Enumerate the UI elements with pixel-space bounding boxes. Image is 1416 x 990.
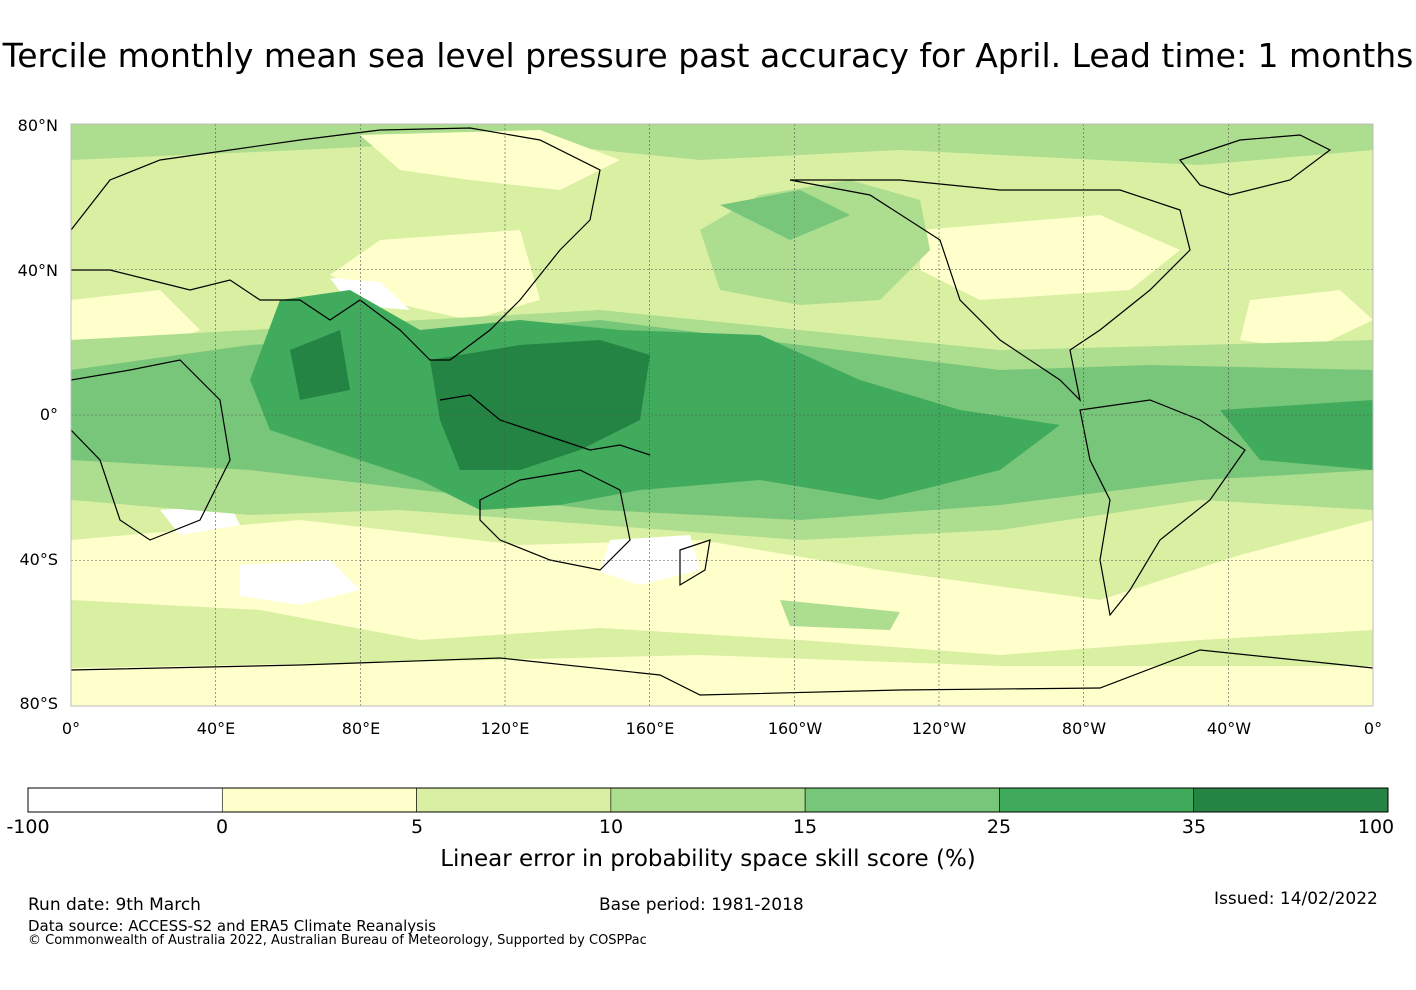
south-america-coast [1079, 399, 1246, 617]
lon-label-120e: 120°E [480, 719, 530, 738]
eurasia-coast [71, 127, 601, 361]
lat-label-80s: 80°S [19, 694, 58, 713]
field-negative-patch-2 [600, 535, 700, 585]
field-atlantic-35 [1220, 400, 1373, 470]
lon-label-0: 0° [61, 719, 81, 738]
field-south-pacific-band [780, 600, 900, 630]
new-zealand-coast [679, 539, 711, 587]
lon-label-40e: 40°E [196, 719, 236, 738]
lon-label-40w: 40°W [1206, 719, 1252, 738]
field-antarctic [71, 655, 1373, 706]
lon-label-120w: 120°W [911, 719, 967, 738]
colorbar [27, 787, 1389, 813]
colorbar-tick: 35 [1181, 816, 1207, 838]
colorbar-frame [27, 787, 1389, 813]
colorbar-tick: -100 [6, 816, 50, 838]
coastlines [71, 127, 1373, 696]
map-frame [70, 123, 1374, 707]
colorbar-swatch [221, 787, 417, 813]
colorbar-swatch [416, 787, 612, 813]
antarctica-coast [71, 649, 1373, 696]
field-atlantic-low [1240, 290, 1373, 350]
lon-label-360: 0° [1363, 719, 1383, 738]
colorbar-tick: 0 [215, 816, 229, 838]
indonesia-coast [439, 394, 651, 456]
lon-label-160w: 160°W [767, 719, 823, 738]
field-maritime-100 [430, 340, 650, 470]
issued-date: Issued: 14/02/2022 [1214, 889, 1378, 909]
data-source: Data source: ACCESS-S2 and ERA5 Climate … [28, 917, 436, 935]
colorbar-tick: 15 [792, 816, 818, 838]
colorbar-tick: 10 [598, 816, 624, 838]
colorbar-tick: 100 [1357, 816, 1395, 838]
field-negative-patch-1 [240, 560, 360, 605]
lon-label-160e: 160°E [625, 719, 675, 738]
lat-label-40s: 40°S [19, 550, 58, 569]
north-america-coast [789, 179, 1191, 402]
africa-coast [71, 359, 231, 541]
lon-label-80w: 80°W [1061, 719, 1107, 738]
colorbar-label: Linear error in probability space skill … [440, 846, 976, 872]
lat-label-40n: 40°N [17, 261, 58, 280]
copyright: © Commonwealth of Australia 2022, Austra… [28, 933, 647, 948]
colorbar-swatch [804, 787, 1000, 813]
lon-label-80e: 80°E [341, 719, 381, 738]
colorbar-swatch [610, 787, 806, 813]
greenland-coast [1178, 134, 1332, 196]
australia-coast [479, 469, 631, 571]
field-npacific-25 [720, 190, 850, 240]
field-warm-pool-35 [250, 290, 1060, 510]
colorbar-swatch [27, 787, 223, 813]
skill-field [71, 124, 1373, 706]
lat-label-0: 0° [39, 405, 58, 424]
colorbar-swatch [1193, 787, 1389, 813]
field-namerica-low [920, 215, 1180, 300]
colorbar-tick: 5 [410, 816, 424, 838]
colorbar-swatch [999, 787, 1195, 813]
base-period: Base period: 1981-2018 [599, 895, 804, 915]
graticule [71, 124, 1373, 706]
run-date: Run date: 9th March [28, 895, 201, 915]
lat-label-80n: 80°N [17, 116, 58, 135]
map-title: Tercile monthly mean sea level pressure … [2, 36, 1414, 75]
colorbar-tick: 25 [986, 816, 1012, 838]
field-india-100 [290, 330, 350, 400]
field-siberia-low [360, 130, 620, 190]
